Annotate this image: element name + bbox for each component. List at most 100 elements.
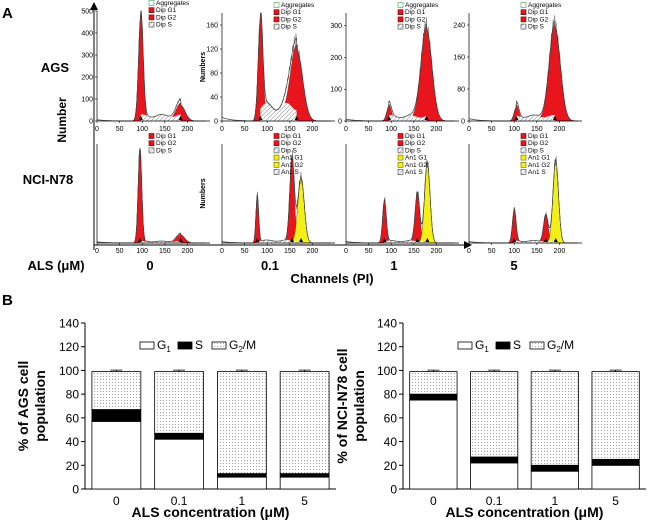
legend-swatch xyxy=(273,9,280,15)
legend-label: Dip G2 xyxy=(156,140,177,147)
legend-swatch-g1 xyxy=(139,341,155,350)
profile-line xyxy=(221,154,331,244)
y-axis-label-line2: population xyxy=(32,370,48,442)
y-axis-label-line2: population xyxy=(351,370,367,442)
legend-label: An1 S xyxy=(405,169,423,176)
legend-label: Dip G1 xyxy=(405,133,426,140)
peak-dip-g1 xyxy=(132,12,150,122)
y-tick-label: 300 xyxy=(330,23,342,30)
legend-label: Dip S xyxy=(528,147,545,154)
legend-swatch xyxy=(397,2,404,8)
x-tick-label: 150 xyxy=(531,248,543,255)
legend-swatch xyxy=(397,147,404,154)
legend-label: Aggregates xyxy=(281,2,315,9)
legend-label: Dip G1 xyxy=(405,9,426,16)
conc-value-0: 0 xyxy=(146,258,153,273)
legend-suffix-g2m: /M xyxy=(561,338,574,352)
x-tick-label: 200 xyxy=(182,126,194,133)
x-tick-label: 0.1 xyxy=(486,494,503,508)
legend-swatch xyxy=(148,0,155,6)
panel-b-letter: B xyxy=(2,292,13,309)
raw-data-line xyxy=(96,10,206,122)
peak-marker xyxy=(178,238,183,242)
y-tick-label: 200 xyxy=(330,55,342,62)
bar-segment-g2m xyxy=(409,371,458,395)
legend-swatch xyxy=(273,23,280,30)
x-tick-label: 50 xyxy=(488,126,496,133)
bar-segment-g1 xyxy=(217,476,267,490)
panel-a-letter: A xyxy=(2,5,13,22)
x-tick-label: 50 xyxy=(488,248,496,255)
x-tick-label: 0.1 xyxy=(171,494,188,508)
peak-marker xyxy=(553,238,558,242)
y-tick-label: 100 xyxy=(330,87,342,94)
bar-segment-s xyxy=(91,409,142,422)
histogram-grid: 0 50 100 150 2000100200300400500AggregatesDi… xyxy=(81,0,582,255)
x-tick-label: 0 xyxy=(467,126,471,133)
bar-segment-g1 xyxy=(591,464,640,490)
legend-swatch xyxy=(148,21,155,28)
s-phase-area xyxy=(388,115,427,121)
x-tick-label: 0 xyxy=(344,126,348,133)
raw-data-line xyxy=(221,12,331,122)
x-tick-label: 200 xyxy=(554,248,566,255)
y-tick-label: 500 xyxy=(81,9,93,16)
legend-label: An1 G2 xyxy=(281,162,303,169)
legend-swatch xyxy=(273,133,280,139)
peak-marker xyxy=(138,116,143,120)
legend-label: Dip S xyxy=(405,24,422,31)
x-tick-label: 200 xyxy=(431,126,443,133)
peak-dip-g1 xyxy=(252,194,263,244)
legend-label: An1 S xyxy=(528,169,546,176)
x-tick-label: 150 xyxy=(284,248,296,255)
peak-dip-g2 xyxy=(535,24,575,122)
x-tick-label: 150 xyxy=(408,126,420,133)
y-tick-label: 0 xyxy=(390,483,397,497)
peak-marker xyxy=(514,116,519,120)
x-tick-label: 0 xyxy=(344,248,348,255)
y-tick-label: 120 xyxy=(206,47,218,54)
x-tick-label: 0 xyxy=(95,248,99,255)
legend-label: Dip G1 xyxy=(281,133,302,140)
bar-segment-g1 xyxy=(409,399,458,490)
legend-label: Dip S xyxy=(156,22,173,29)
y-tick-label: 40 xyxy=(66,435,80,449)
legend-label-g1: G1 xyxy=(475,338,489,354)
x-tick-label: 150 xyxy=(159,248,171,255)
x-tick-label: 200 xyxy=(307,248,319,255)
x-tick-label: 100 xyxy=(136,126,148,133)
legend-swatch xyxy=(397,133,404,139)
legend-swatch xyxy=(273,169,280,175)
legend-swatch xyxy=(397,169,404,175)
x-axis-label-channels: Channels (PI) xyxy=(290,271,373,286)
x-tick-label: 50 xyxy=(116,126,124,133)
x-tick-label: 0 xyxy=(220,248,224,255)
legend-swatch xyxy=(520,140,527,146)
y-tick-label: 0 xyxy=(214,119,218,126)
legend-swatch xyxy=(397,162,404,168)
legend-swatch xyxy=(520,16,527,23)
y-tick-label: 60 xyxy=(384,411,398,425)
s-phase-area xyxy=(257,240,302,243)
legend-label: An1 G1 xyxy=(281,155,303,162)
legend-label: Dip G1 xyxy=(528,133,549,140)
legend-swatch xyxy=(273,16,280,23)
bar-segment-g2m xyxy=(470,371,519,458)
y-tick-label: 40 xyxy=(384,435,398,449)
peak-marker xyxy=(299,238,304,242)
legend-swatch xyxy=(520,133,527,139)
legend-swatch-s xyxy=(177,341,193,350)
y-tick-label: 400 xyxy=(81,31,93,38)
legend-swatch xyxy=(273,147,280,154)
legend-label: Dip S xyxy=(281,24,298,31)
conc-value-0-1: 0.1 xyxy=(261,258,279,273)
y-tick-label: 0 xyxy=(461,119,465,126)
y-tick-label: 200 xyxy=(81,75,93,82)
s-phase-area xyxy=(140,114,181,121)
x-tick-label: 50 xyxy=(241,248,249,255)
conc-value-5: 5 xyxy=(510,258,517,273)
legend-label: An1 G1 xyxy=(528,155,550,162)
